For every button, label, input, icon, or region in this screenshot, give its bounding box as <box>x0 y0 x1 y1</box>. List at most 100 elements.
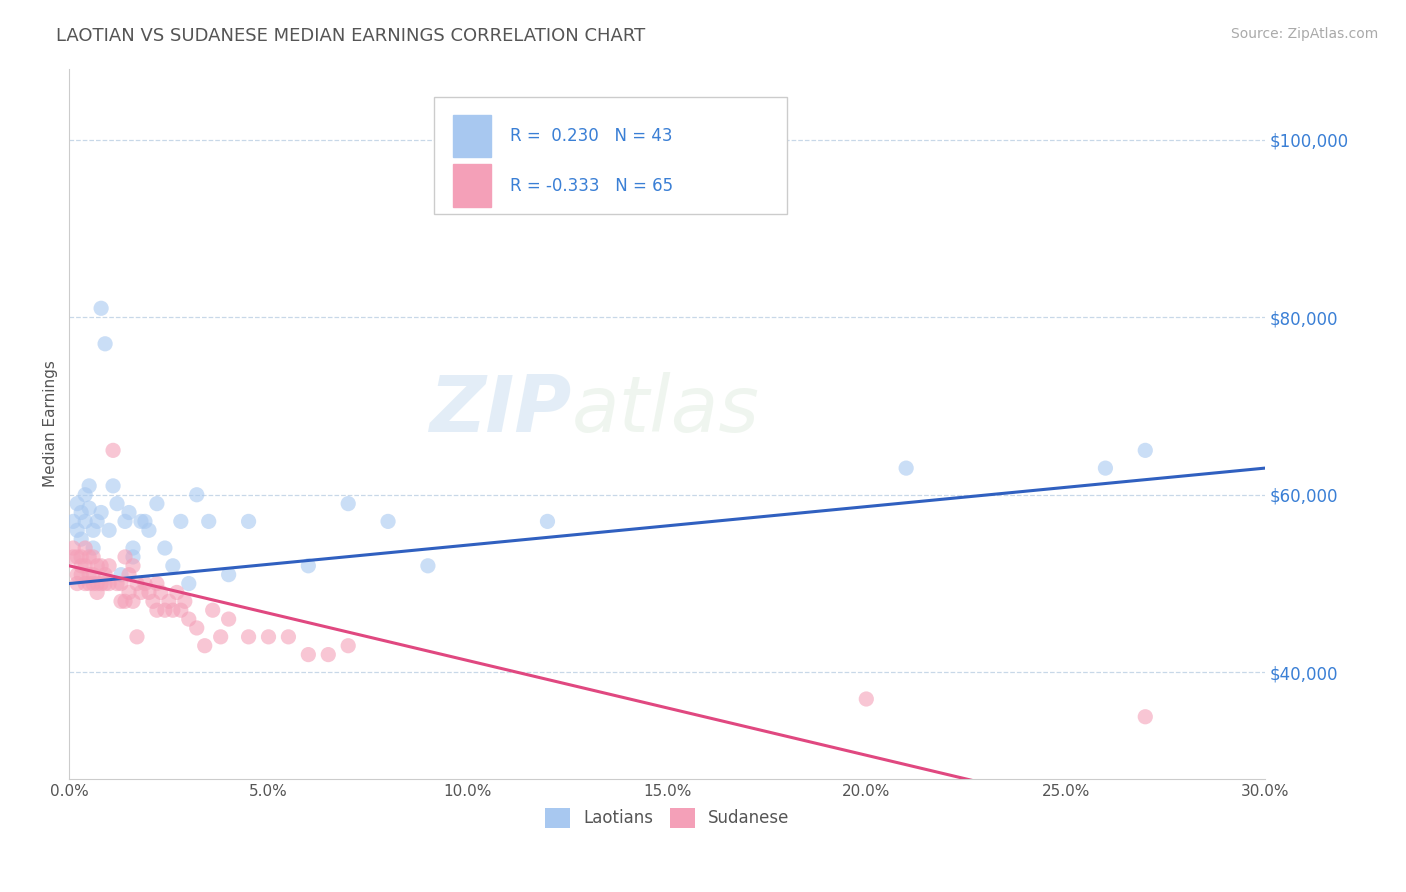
Point <box>197 515 219 529</box>
Point <box>146 497 169 511</box>
Point <box>70 532 93 546</box>
Point <box>77 549 100 564</box>
Point <box>75 558 97 573</box>
Point <box>146 603 169 617</box>
Point <box>82 541 104 555</box>
Point <box>855 692 877 706</box>
Point <box>70 506 93 520</box>
Point <box>138 523 160 537</box>
Point <box>110 594 132 608</box>
Point <box>105 576 128 591</box>
Point <box>257 630 280 644</box>
Bar <box>453 164 491 207</box>
Point <box>1094 461 1116 475</box>
Point <box>173 594 195 608</box>
Bar <box>453 115 491 157</box>
Point <box>1135 710 1157 724</box>
Text: atlas: atlas <box>571 371 759 448</box>
Point <box>297 648 319 662</box>
Point <box>94 567 117 582</box>
Point <box>86 515 108 529</box>
Legend: Laotians, Sudanese: Laotians, Sudanese <box>538 801 796 835</box>
Point <box>82 523 104 537</box>
Point <box>125 630 148 644</box>
Point <box>138 585 160 599</box>
Point <box>316 648 339 662</box>
Point <box>122 594 145 608</box>
Point <box>162 603 184 617</box>
Point <box>218 612 240 626</box>
Point <box>170 515 193 529</box>
Point <box>337 497 360 511</box>
Point <box>134 576 156 591</box>
Point <box>82 549 104 564</box>
Point <box>416 558 439 573</box>
Point <box>98 523 121 537</box>
Point <box>70 558 93 573</box>
Point <box>110 576 132 591</box>
Y-axis label: Median Earnings: Median Earnings <box>44 360 58 487</box>
Point <box>142 594 165 608</box>
Point <box>129 515 152 529</box>
Point <box>118 585 141 599</box>
Point <box>186 621 208 635</box>
Point <box>170 603 193 617</box>
Point <box>94 336 117 351</box>
Point <box>277 630 299 644</box>
Point <box>75 541 97 555</box>
Point <box>101 479 124 493</box>
Point <box>90 558 112 573</box>
Point <box>125 576 148 591</box>
Point <box>70 567 93 582</box>
Point <box>122 541 145 555</box>
Point <box>62 549 84 564</box>
Point <box>134 515 156 529</box>
Point <box>75 515 97 529</box>
Point <box>218 567 240 582</box>
Point <box>114 549 136 564</box>
Point <box>105 497 128 511</box>
Point <box>82 576 104 591</box>
Point <box>201 603 224 617</box>
Point <box>536 515 558 529</box>
Text: R =  0.230   N = 43: R = 0.230 N = 43 <box>510 127 673 145</box>
Point <box>86 558 108 573</box>
Point <box>66 576 89 591</box>
Point <box>62 541 84 555</box>
Point <box>90 576 112 591</box>
Point <box>98 576 121 591</box>
Point <box>238 630 260 644</box>
FancyBboxPatch shape <box>434 97 786 214</box>
Point <box>149 585 172 599</box>
Point <box>122 558 145 573</box>
Point <box>118 567 141 582</box>
Point <box>177 576 200 591</box>
Point <box>194 639 217 653</box>
Point <box>238 515 260 529</box>
Point <box>162 558 184 573</box>
Point <box>90 301 112 316</box>
Text: Source: ZipAtlas.com: Source: ZipAtlas.com <box>1230 27 1378 41</box>
Point <box>77 501 100 516</box>
Text: R = -0.333   N = 65: R = -0.333 N = 65 <box>510 177 673 194</box>
Text: LAOTIAN VS SUDANESE MEDIAN EARNINGS CORRELATION CHART: LAOTIAN VS SUDANESE MEDIAN EARNINGS CORR… <box>56 27 645 45</box>
Point <box>186 488 208 502</box>
Point <box>77 479 100 493</box>
Point <box>94 576 117 591</box>
Text: ZIP: ZIP <box>429 371 571 448</box>
Point <box>209 630 232 644</box>
Point <box>77 567 100 582</box>
Point <box>1135 443 1157 458</box>
Point <box>894 461 917 475</box>
Point <box>75 488 97 502</box>
Point <box>66 549 89 564</box>
Point <box>118 506 141 520</box>
Point <box>177 612 200 626</box>
Point <box>114 594 136 608</box>
Point <box>70 549 93 564</box>
Point <box>122 549 145 564</box>
Point <box>90 506 112 520</box>
Point <box>75 576 97 591</box>
Point <box>114 515 136 529</box>
Point <box>77 576 100 591</box>
